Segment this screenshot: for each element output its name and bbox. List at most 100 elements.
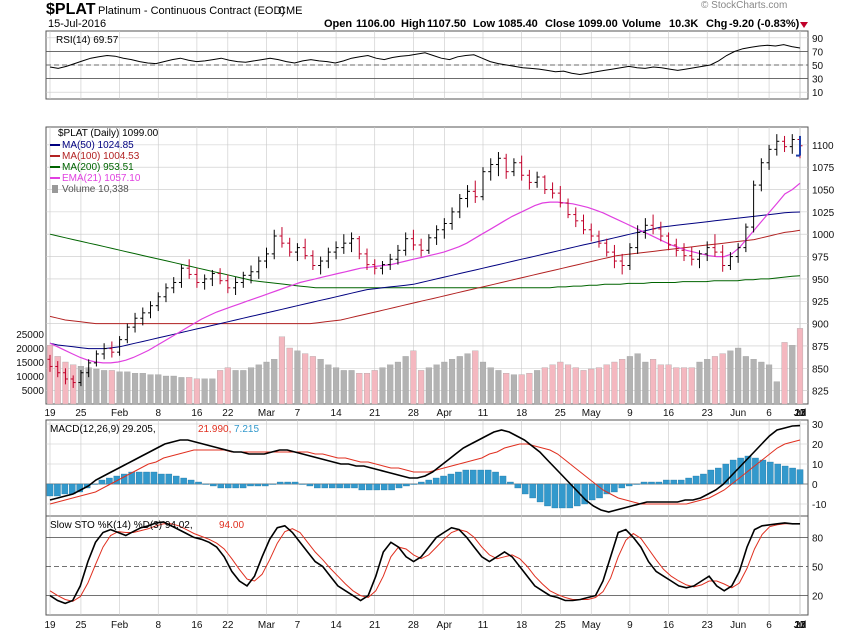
volume-bar [155,374,162,405]
macd-hist-bar [729,459,737,485]
x-tick-label: 9 [627,408,633,419]
volume-bar [564,364,572,405]
x-tick-label: 19 [44,408,56,419]
volume-bar [402,356,409,405]
macd-y-tick: -10 [812,500,827,511]
x-tick-label: Feb [111,408,129,419]
macd-hist-bar [507,481,514,485]
volume-bar [688,367,695,405]
volume-bar [193,378,200,405]
macd-hist-bar [544,483,551,507]
x-tick-label: 20 [794,408,806,419]
volume-bar [247,367,255,405]
axes-layer: 19 19 25 25 Feb Feb 8 8 16 16 22 22 Mar Mar 7 7 14 14 21 21… [16,34,834,631]
volume-bar [541,367,548,405]
x-tick-label: 19 [44,620,56,631]
volume-bar [325,364,332,405]
volume-bar [147,374,154,405]
rsi-y-tick: 70 [812,47,824,58]
macd-hist-bar [781,465,789,485]
volume-bar [101,370,108,405]
macd-hist-bar [388,483,395,491]
macd-hist-bar [276,481,284,485]
rsi-y-tick: 50 [812,61,824,72]
macd-y-tick: 10 [812,460,824,471]
macd-hist-bar [596,483,603,499]
open-label: Open [324,18,352,30]
volume-bar [680,367,688,405]
macd-hist-bar [321,483,328,489]
rsi-label: RSI(14) 69.57 [56,35,119,46]
x-tick-label: 8 [155,620,161,631]
x-tick-label: 16 [191,620,203,631]
x-tick-label: Jun [730,408,746,419]
volume-bar [93,368,100,405]
volume-bar [379,367,386,405]
volume-bar [495,370,502,405]
volume-bar [456,356,463,405]
sto-panel-frame [45,515,809,616]
x-tick-label: Jun [730,620,746,631]
macd-hist-bar [128,471,135,485]
volume-bar [472,350,479,405]
x-tick-label: 25 [555,620,567,631]
price-y-tick: 875 [812,342,829,353]
rsi-y-tick: 90 [812,34,824,45]
macd-hist-bar [187,479,195,485]
macd-hist-bar [380,483,388,491]
price-panel-frame [45,126,809,405]
volume-bar [650,359,657,405]
volume-bar [425,367,432,405]
macd-hist-bar [291,481,299,485]
ma200-line [49,233,801,289]
macd-hist-bar [410,483,418,485]
close-value: 1099.00 [578,18,618,30]
x-tick-label: 11 [795,620,806,631]
volume-bar [603,364,610,405]
macd-hist-bar [492,471,499,485]
x-tick-label: 11 [795,408,806,419]
volume-bar [619,359,626,405]
price-y-tick: 975 [812,253,829,264]
sto-y-tick: 20 [812,592,824,603]
volume-bar [449,359,456,405]
macd-hist-bar [172,475,180,485]
date-label: 15-Jul-2016 [48,18,106,30]
volume-bar [634,353,641,405]
macd-hist-bar [284,481,291,485]
volume-bar [224,367,231,405]
x-tick-label: 18 [516,620,528,631]
x-tick-label: 27 [794,620,806,631]
volume-bar [178,377,185,405]
macd-hist-bar [46,483,54,497]
macd-hist-bar [143,471,150,485]
volume-bar [518,374,525,405]
macd-signal-label: 21.990, [198,424,231,435]
volume-bar [479,361,487,405]
macd-hist-bar [737,457,744,485]
macd-hist-bar [759,459,767,485]
macd-hist-bar [573,483,581,507]
macd-hist-bar [692,475,700,485]
macd-hist-bar [566,483,574,509]
macd-label: MACD(12,26,9) 29.205, [50,424,156,435]
rsi-y-tick: 10 [812,88,824,99]
high-value: 1107.50 [427,18,466,30]
x-tick-label: 20 [794,620,806,631]
legend-volume: Volume 10,338 [62,184,129,195]
x-tick-label: Apr [437,620,453,631]
volume-bar [557,361,564,405]
sto-y-tick: 50 [812,563,824,574]
x-tick-label: 14 [331,620,343,631]
macd-hist-bar [625,483,633,487]
volume-bar [611,361,618,405]
legend-ma200: MA(200) 953.51 [62,162,134,173]
sto-d-line [49,523,800,602]
volume-bar [348,370,355,405]
volume-bar [201,378,208,405]
macd-hist-bar [306,483,314,487]
volume-bar [742,356,749,405]
x-tick-label: Mar [258,620,276,631]
x-tick-label: May [582,620,601,631]
macd-hist-bar [663,479,670,485]
